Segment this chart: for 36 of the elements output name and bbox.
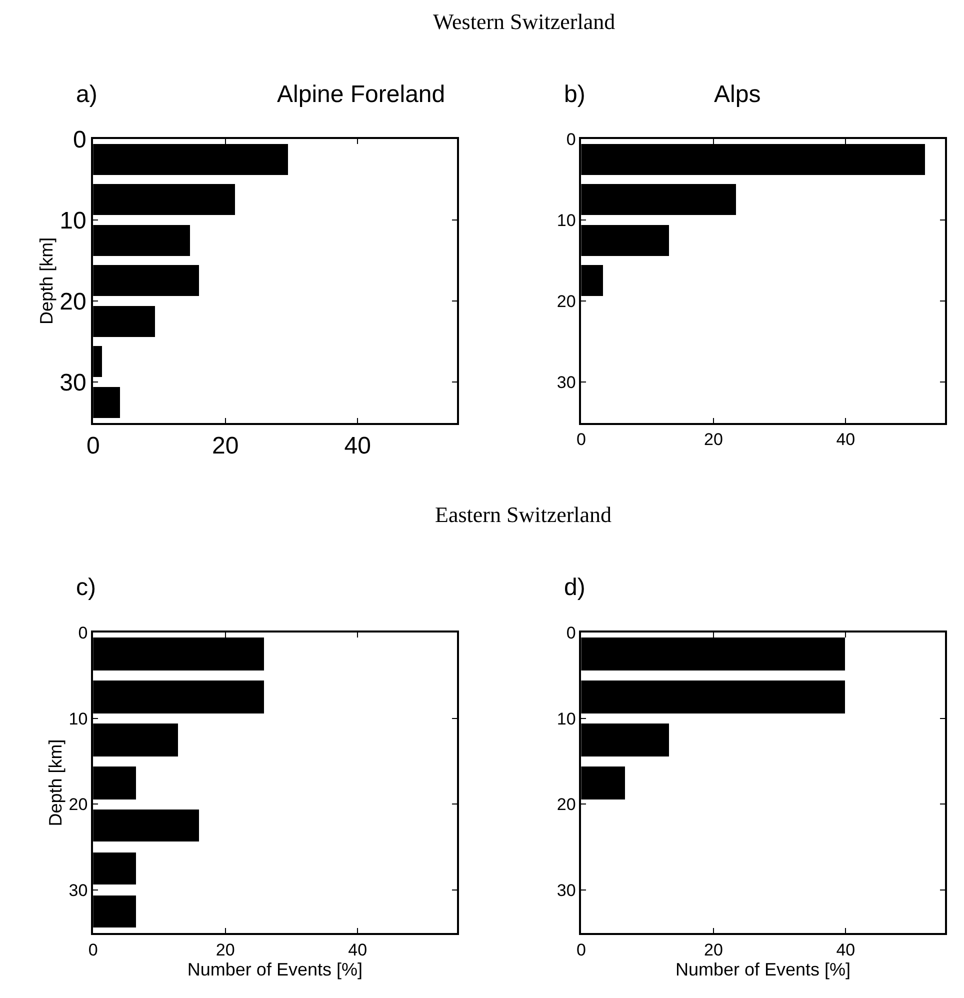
text: a) — [76, 81, 98, 108]
text: c) — [76, 574, 96, 601]
y-tick-label: 30 — [68, 881, 88, 900]
x-axis-title: Number of Events [%] — [675, 959, 851, 980]
y-tick-label: 10 — [556, 211, 576, 230]
text: Western Switzerland — [433, 9, 616, 34]
x-tick-label: 20 — [704, 940, 723, 960]
y-tick-label: 20 — [68, 795, 88, 814]
y-tick-label: 0 — [566, 624, 576, 643]
y-tick-label: 0 — [78, 624, 88, 643]
x-axis-title: Number of Events [%] — [187, 959, 362, 980]
y-tick-label: 30 — [556, 881, 576, 900]
x-tick-label: 40 — [344, 432, 371, 460]
y-tick-label: 0 — [566, 130, 576, 150]
text: Eastern Switzerland — [435, 502, 612, 527]
chart-title: Alps — [714, 81, 761, 108]
y-axis-title: Depth [km] — [46, 739, 66, 826]
y-tick-label: 20 — [556, 795, 576, 814]
x-tick-label: 20 — [212, 432, 239, 460]
x-tick-label: 40 — [836, 430, 856, 450]
x-tick-label: 40 — [836, 940, 856, 960]
y-tick-label: 10 — [60, 208, 86, 235]
chart-title: Alpine Foreland — [277, 81, 446, 108]
y-tick-label: 10 — [556, 709, 576, 728]
x-tick-label: 20 — [704, 430, 723, 450]
text: b) — [564, 81, 586, 108]
y-tick-label: 0 — [72, 126, 86, 154]
y-axis-title: Depth [km] — [36, 237, 56, 324]
x-tick-label: 40 — [348, 940, 368, 960]
y-tick-label: 20 — [60, 288, 86, 316]
x-tick-label: 20 — [216, 940, 235, 960]
y-tick-label: 30 — [60, 370, 86, 397]
text: d) — [564, 574, 586, 601]
y-tick-label: 30 — [556, 373, 576, 392]
y-tick-label: 20 — [556, 292, 576, 312]
y-tick-label: 10 — [68, 709, 88, 728]
